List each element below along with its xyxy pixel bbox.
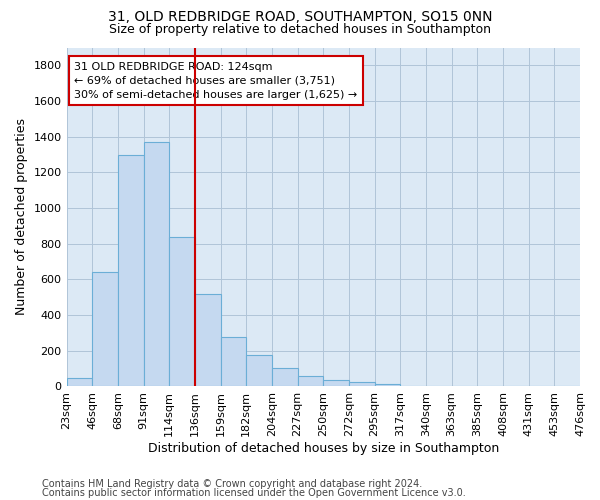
Bar — [221, 338, 246, 386]
Y-axis label: Number of detached properties: Number of detached properties — [15, 118, 28, 316]
Bar — [323, 380, 349, 386]
Bar — [298, 376, 323, 386]
Bar — [118, 154, 143, 386]
Bar — [143, 142, 169, 386]
Text: 31, OLD REDBRIDGE ROAD, SOUTHAMPTON, SO15 0NN: 31, OLD REDBRIDGE ROAD, SOUTHAMPTON, SO1… — [108, 10, 492, 24]
Bar — [272, 368, 298, 386]
Bar — [349, 382, 374, 386]
Bar — [246, 355, 272, 386]
Text: Contains public sector information licensed under the Open Government Licence v3: Contains public sector information licen… — [42, 488, 466, 498]
Bar — [169, 236, 195, 386]
Bar — [92, 272, 118, 386]
X-axis label: Distribution of detached houses by size in Southampton: Distribution of detached houses by size … — [148, 442, 499, 455]
Bar — [374, 384, 400, 386]
Bar — [67, 378, 92, 386]
Bar — [195, 294, 221, 386]
Text: 31 OLD REDBRIDGE ROAD: 124sqm
← 69% of detached houses are smaller (3,751)
30% o: 31 OLD REDBRIDGE ROAD: 124sqm ← 69% of d… — [74, 62, 358, 100]
Text: Size of property relative to detached houses in Southampton: Size of property relative to detached ho… — [109, 22, 491, 36]
Text: Contains HM Land Registry data © Crown copyright and database right 2024.: Contains HM Land Registry data © Crown c… — [42, 479, 422, 489]
